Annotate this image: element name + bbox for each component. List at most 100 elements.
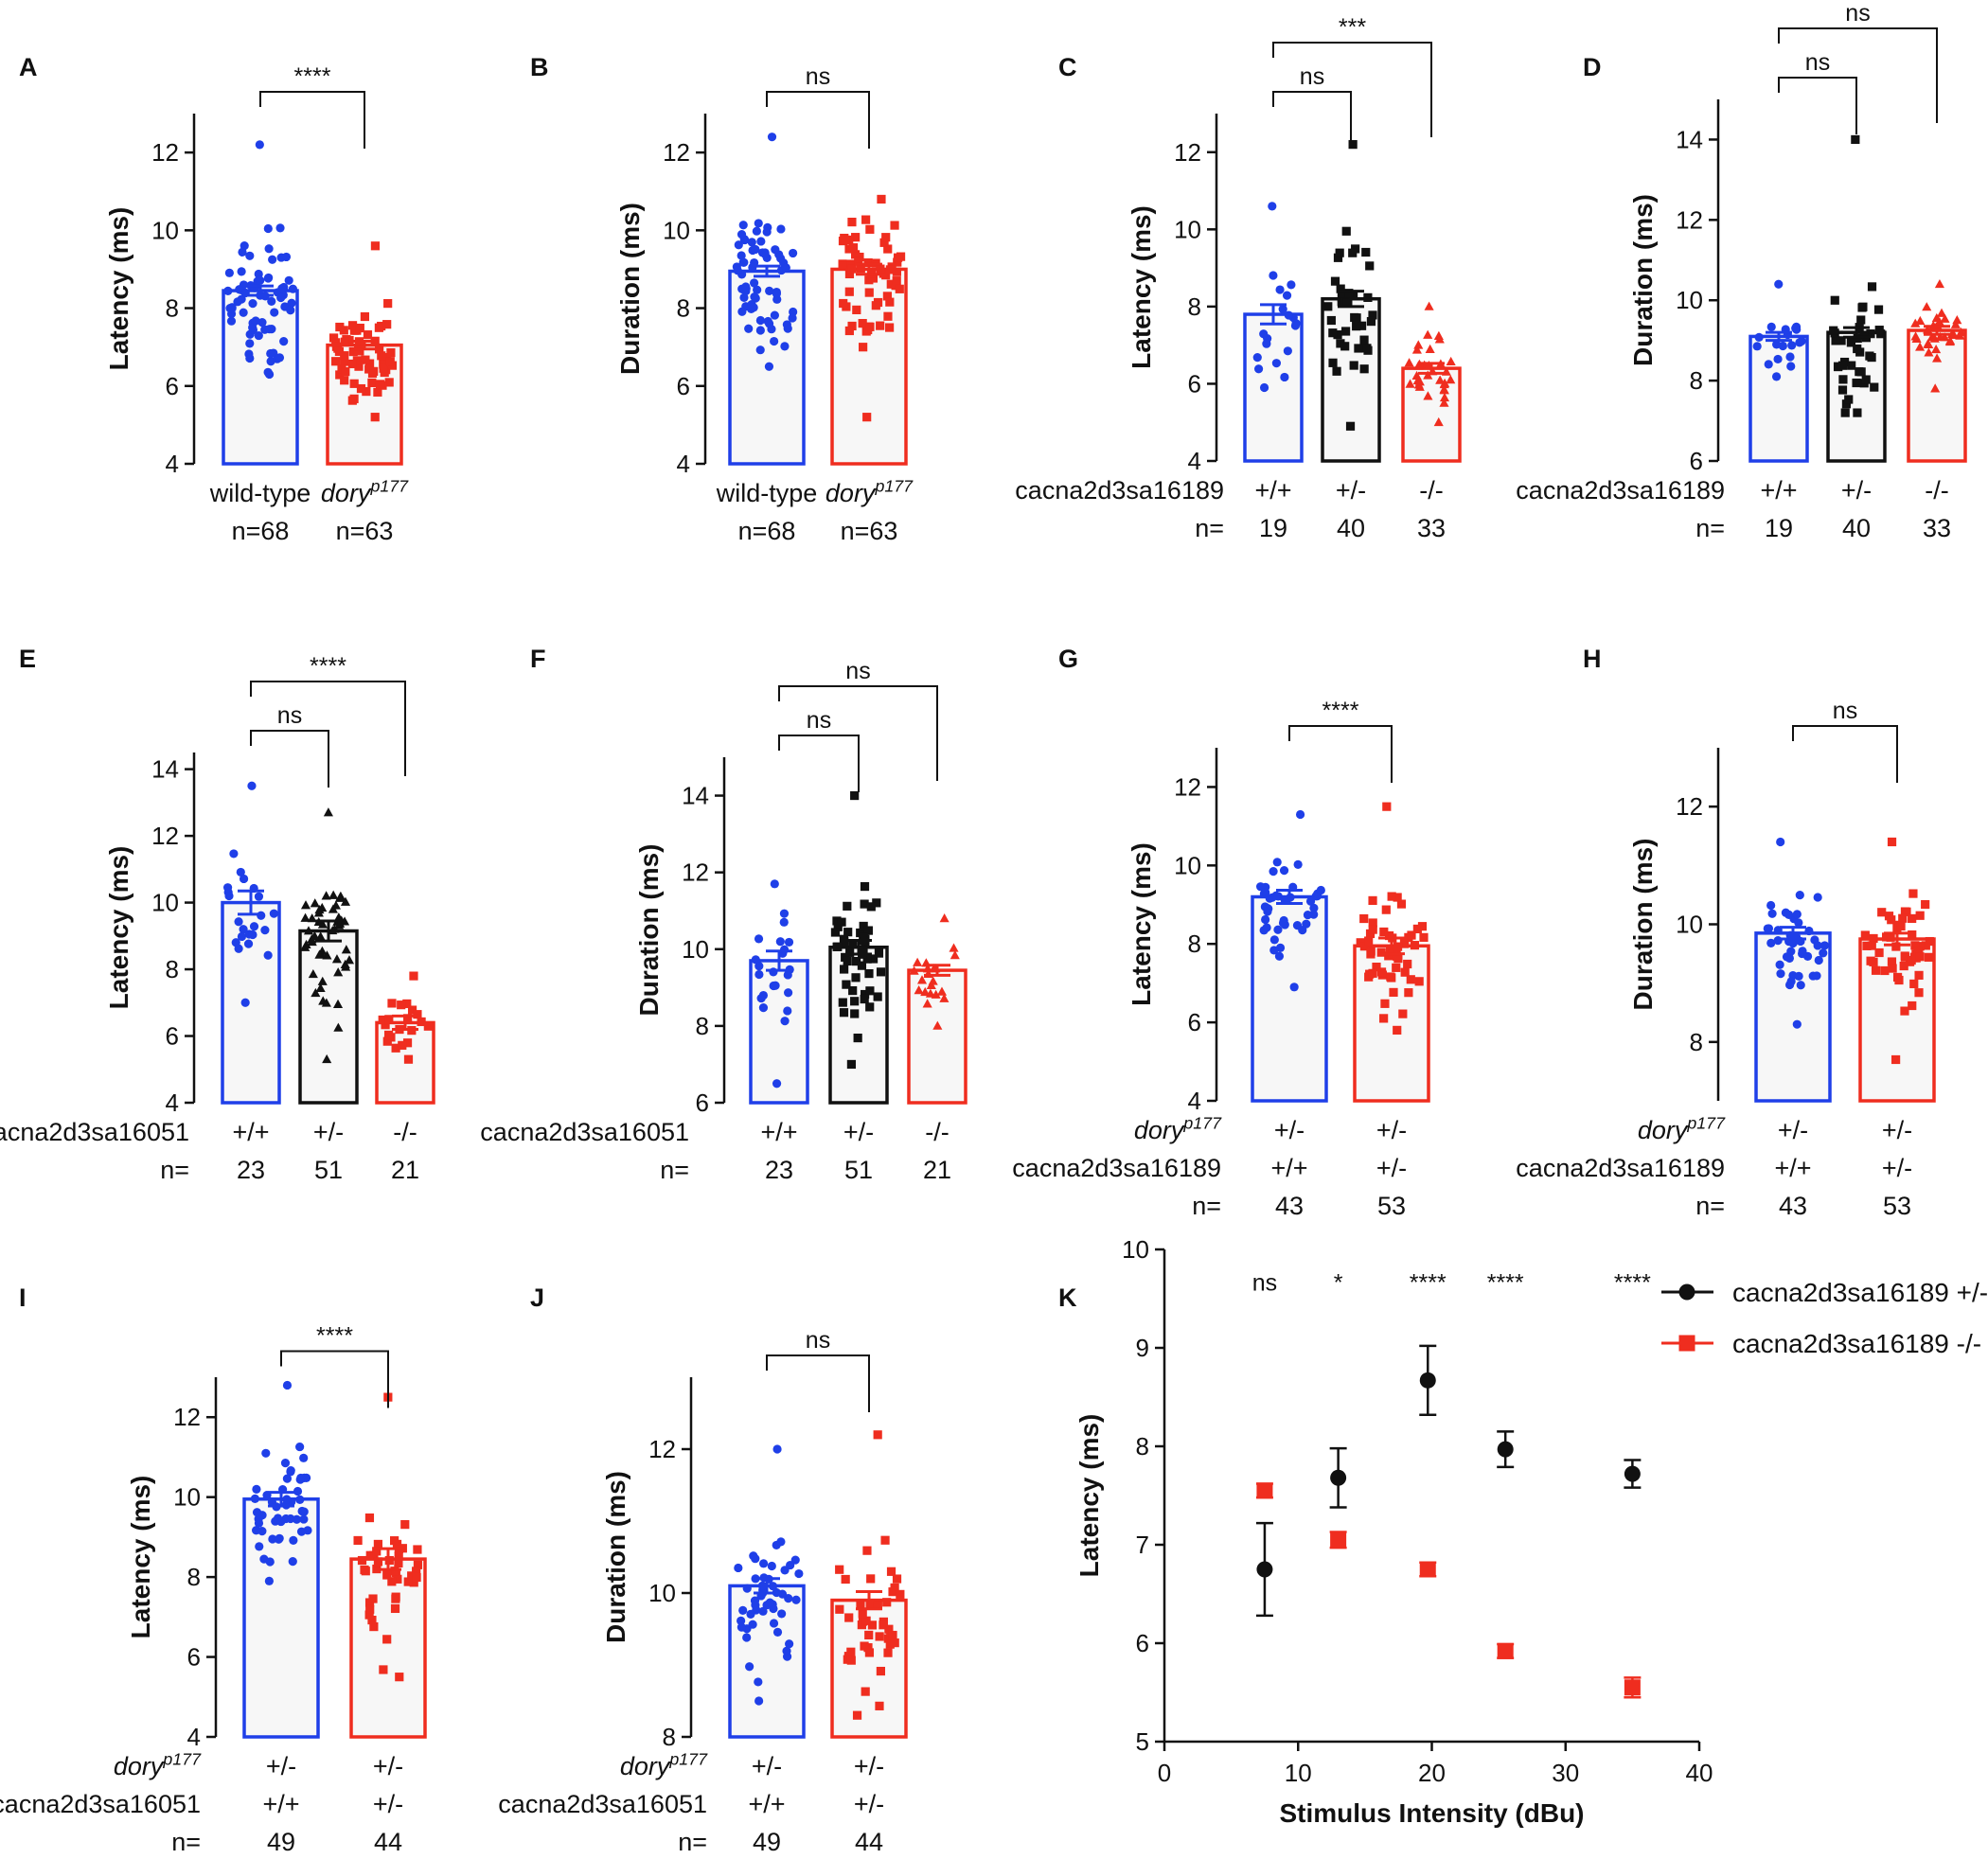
data-point xyxy=(1838,375,1848,384)
data-point xyxy=(1410,941,1419,950)
category-label: +/- xyxy=(1778,1116,1808,1144)
data-point xyxy=(387,999,397,1008)
panel-letter: C xyxy=(1058,53,1077,81)
data-point xyxy=(1869,957,1878,966)
data-point xyxy=(882,1598,892,1607)
panel-letter: E xyxy=(19,645,36,673)
data-point xyxy=(269,909,278,918)
y-tick-label: 10 xyxy=(648,1579,676,1607)
data-point xyxy=(256,275,265,285)
y-tick-label: 14 xyxy=(682,782,709,810)
mean-bar xyxy=(1321,296,1381,463)
data-point xyxy=(885,297,895,307)
data-point xyxy=(1357,321,1367,330)
data-point xyxy=(375,345,384,354)
data-point xyxy=(890,221,899,230)
data-point xyxy=(333,967,344,977)
data-point xyxy=(1271,359,1282,368)
data-point xyxy=(1433,416,1444,427)
data-point xyxy=(248,299,257,309)
data-point xyxy=(398,1544,407,1553)
data-point xyxy=(277,284,287,293)
data-point xyxy=(239,308,248,317)
data-point xyxy=(785,1639,794,1649)
data-point xyxy=(1874,326,1884,335)
data-point xyxy=(1365,261,1375,271)
data-point xyxy=(853,1033,862,1043)
data-point xyxy=(842,980,851,989)
data-point xyxy=(237,267,246,276)
data-point xyxy=(874,948,884,958)
data-point xyxy=(1309,903,1319,912)
data-point xyxy=(270,308,279,317)
data-point xyxy=(1932,353,1943,363)
data-point xyxy=(360,311,369,322)
data-point xyxy=(311,987,321,998)
data-point xyxy=(379,1665,388,1674)
y-axis-label: Latency (ms) xyxy=(126,1476,155,1639)
data-point xyxy=(1333,330,1342,340)
data-point xyxy=(1844,395,1854,404)
panel-letter: J xyxy=(530,1284,544,1312)
data-point xyxy=(844,287,854,296)
data-point xyxy=(1887,837,1897,847)
data-point xyxy=(1764,360,1773,369)
y-tick-label: 10 xyxy=(682,935,709,964)
data-point xyxy=(1328,328,1338,338)
data-point xyxy=(879,238,889,247)
data-point xyxy=(1393,893,1402,902)
data-point xyxy=(1253,364,1264,374)
data-point xyxy=(1787,341,1797,350)
data-point xyxy=(757,1581,768,1590)
data-point xyxy=(224,268,234,277)
category-label: +/- xyxy=(1882,1154,1912,1182)
data-point xyxy=(397,1000,406,1010)
data-point xyxy=(866,902,876,912)
y-tick-label: 12 xyxy=(173,1403,201,1431)
data-point xyxy=(348,346,358,357)
data-point xyxy=(293,1486,303,1496)
category-label: +/- xyxy=(1336,476,1366,505)
data-point xyxy=(310,898,320,908)
data-point xyxy=(1497,1642,1514,1659)
data-point xyxy=(779,917,789,927)
data-point xyxy=(334,893,346,902)
data-point xyxy=(737,251,746,260)
category-label: 40 xyxy=(1337,514,1365,542)
significance-label: **** xyxy=(1487,1270,1524,1297)
panel-letter: F xyxy=(530,645,546,673)
y-tick-label: 8 xyxy=(677,294,690,323)
data-point xyxy=(1413,340,1424,349)
data-point xyxy=(355,323,364,333)
significance-bracket xyxy=(766,91,870,149)
data-point xyxy=(1259,382,1269,393)
data-point xyxy=(1831,336,1840,345)
data-point xyxy=(780,1566,790,1575)
data-point xyxy=(1368,968,1377,978)
category-label: +/- xyxy=(1841,476,1872,505)
data-point xyxy=(772,1627,783,1638)
y-axis-label: Duration (ms) xyxy=(1628,194,1658,366)
legend-label: cacna2d3sa16189 +/- xyxy=(1732,1278,1988,1307)
data-point xyxy=(1389,987,1398,998)
category-label: 44 xyxy=(374,1828,402,1856)
data-point xyxy=(879,1620,888,1630)
data-point xyxy=(382,1635,392,1644)
y-tick-label: 12 xyxy=(663,138,690,167)
data-point xyxy=(838,998,847,1007)
data-point xyxy=(321,891,331,900)
data-point xyxy=(240,998,250,1007)
data-point xyxy=(254,892,264,901)
data-point xyxy=(365,1604,375,1614)
data-point xyxy=(1336,339,1345,348)
data-point xyxy=(742,1584,752,1593)
data-point xyxy=(1837,336,1846,345)
data-point xyxy=(307,913,317,923)
y-tick-label: 6 xyxy=(187,1643,201,1672)
data-point xyxy=(409,971,418,981)
significance-label: ns xyxy=(1300,63,1324,90)
data-point xyxy=(1910,318,1921,328)
data-point xyxy=(1767,909,1777,918)
data-point xyxy=(382,1570,392,1580)
data-point xyxy=(883,1648,893,1657)
